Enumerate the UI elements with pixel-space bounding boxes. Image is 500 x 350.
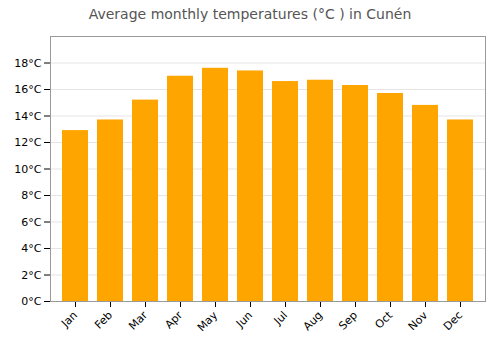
svg-text:6°C: 6°C (21, 216, 41, 229)
svg-text:May: May (195, 308, 221, 334)
svg-text:Dec: Dec (441, 309, 465, 333)
svg-text:12°C: 12°C (14, 136, 41, 149)
svg-text:Feb: Feb (92, 309, 115, 332)
svg-text:16°C: 16°C (14, 83, 41, 96)
svg-text:8°C: 8°C (21, 189, 41, 202)
svg-text:Sep: Sep (336, 309, 360, 333)
svg-text:Jun: Jun (233, 309, 255, 331)
svg-text:Oct: Oct (372, 308, 395, 331)
svg-text:Nov: Nov (406, 308, 431, 333)
svg-text:2°C: 2°C (21, 269, 41, 282)
svg-text:Jan: Jan (58, 309, 80, 331)
svg-text:0°C: 0°C (21, 295, 41, 308)
svg-text:Aug: Aug (301, 309, 325, 333)
svg-text:18°C: 18°C (14, 57, 41, 70)
svg-text:14°C: 14°C (14, 110, 41, 123)
svg-text:4°C: 4°C (21, 242, 41, 255)
svg-text:Jul: Jul (271, 309, 290, 328)
svg-text:Apr: Apr (162, 308, 185, 331)
html-text:Average monthly temperatures (: Average monthly temperatures (°C ) in Cu… (88, 6, 412, 22)
svg-text:10°C: 10°C (14, 163, 41, 176)
svg-text:Mar: Mar (126, 308, 150, 332)
